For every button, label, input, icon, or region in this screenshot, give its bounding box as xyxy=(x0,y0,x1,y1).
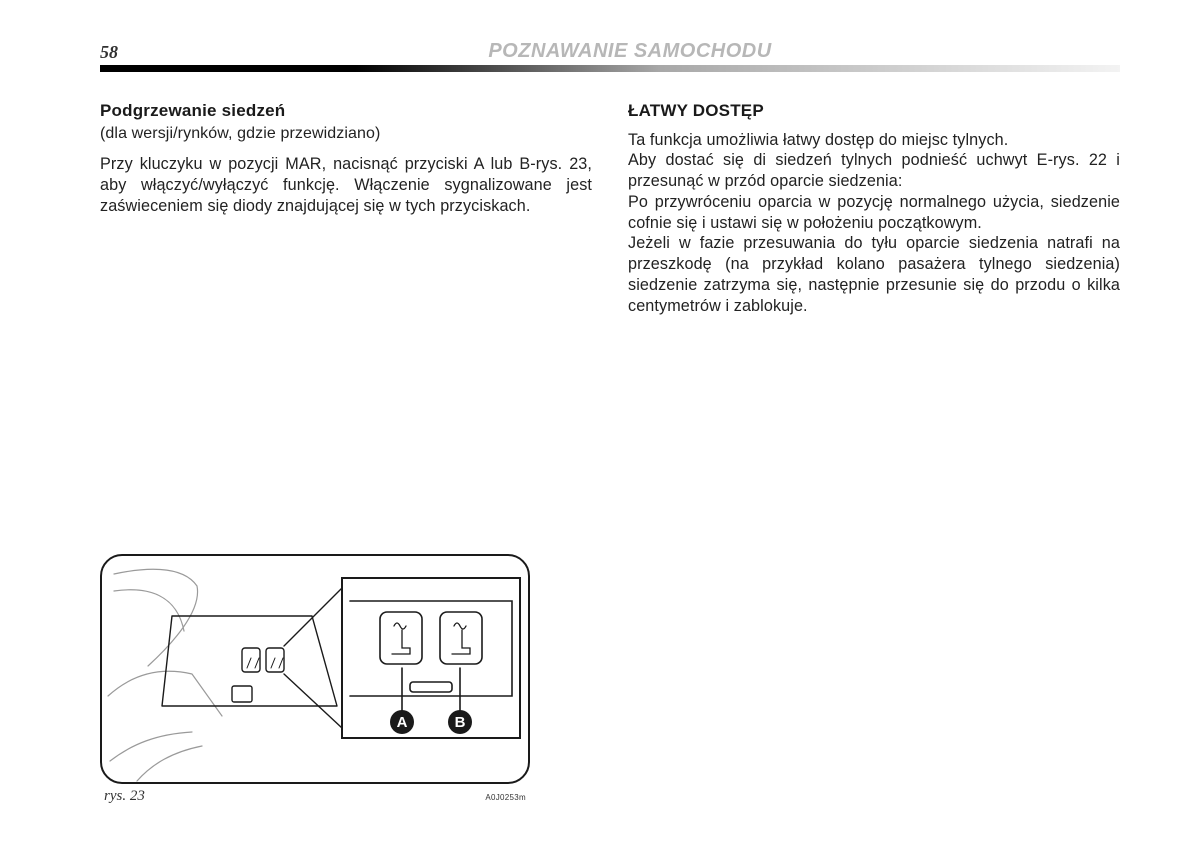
right-heading: ŁATWY DOSTĘP xyxy=(628,100,1120,122)
right-p1: Ta funkcja umożliwia łatwy dostęp do mie… xyxy=(628,130,1120,151)
page-header: 58 POZNAWANIE SAMOCHODU xyxy=(100,35,1120,63)
seat-heater-diagram-icon: A B xyxy=(102,556,530,784)
right-p3: Po przywróceniu oparcia w pozycję normal… xyxy=(628,192,1120,233)
left-subnote: (dla wersji/rynków, gdzie przewidziano) xyxy=(100,124,592,144)
manual-page: 58 POZNAWANIE SAMOCHODU Podgrzewanie sie… xyxy=(100,35,1120,805)
callout-b: B xyxy=(455,714,466,731)
page-number: 58 xyxy=(100,42,140,63)
right-column: ŁATWY DOSTĘP Ta funkcja umożliwia łatwy … xyxy=(628,100,1120,316)
figure-code: A0J0253m xyxy=(485,793,526,802)
figure-caption: rys. 23 A0J0253m xyxy=(100,788,530,805)
figure-box: A B xyxy=(100,554,530,784)
left-body: Przy kluczyku w pozycji MAR, nacisnąć pr… xyxy=(100,154,592,216)
content-columns: Podgrzewanie siedzeń (dla wersji/rynków,… xyxy=(100,100,1120,316)
right-p4: Jeżeli w fazie przesuwania do tyłu oparc… xyxy=(628,233,1120,316)
left-column: Podgrzewanie siedzeń (dla wersji/rynków,… xyxy=(100,100,592,316)
figure-23: A B rys. 23 A0J0253m xyxy=(100,554,570,805)
left-heading: Podgrzewanie siedzeń xyxy=(100,100,592,122)
callout-a: A xyxy=(397,714,408,731)
header-gradient-bar xyxy=(100,65,1120,72)
chapter-title: POZNAWANIE SAMOCHODU xyxy=(140,40,1120,63)
figure-label: rys. 23 xyxy=(104,788,145,805)
right-p2: Aby dostać się di siedzeń tylnych podnie… xyxy=(628,150,1120,191)
